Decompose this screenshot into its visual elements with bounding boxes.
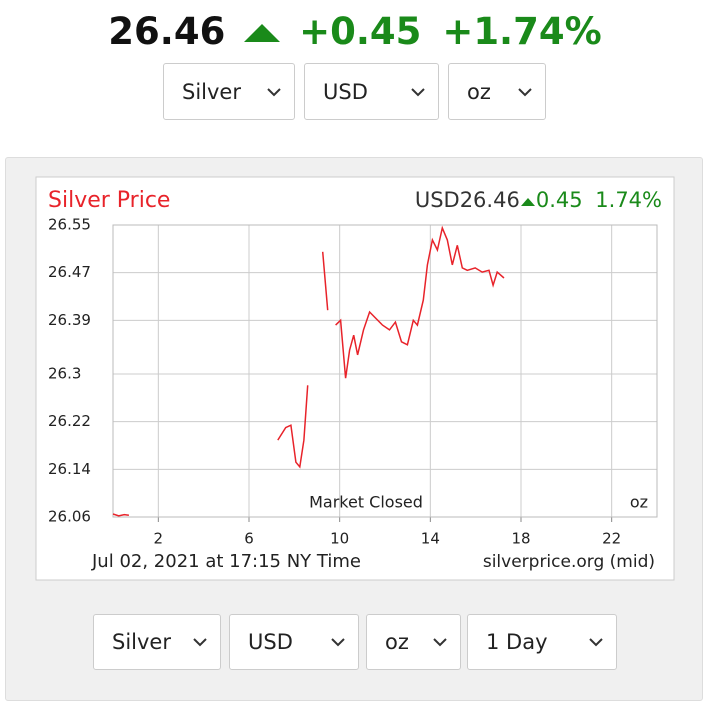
chevron	[267, 87, 281, 96]
x-tick-label: 18	[511, 530, 530, 548]
chart-box	[35, 176, 675, 581]
plot-area	[112, 224, 658, 518]
chevron	[518, 87, 532, 96]
chevron	[411, 87, 425, 96]
change-percent: +1.74%	[442, 10, 602, 53]
dropdown-label: USD	[248, 630, 293, 654]
up-arrow	[244, 24, 281, 42]
change: +0.45	[299, 10, 422, 53]
x-tick-label: 10	[330, 530, 349, 548]
dropdown[interactable]: oz	[366, 614, 461, 670]
dropdown-label: USD	[323, 79, 368, 104]
dropdown[interactable]: USD	[304, 63, 439, 120]
y-tick-label: 26.3	[48, 364, 81, 382]
annotation: Market Closed	[309, 493, 423, 512]
footer-right: silverprice.org (mid)	[483, 552, 655, 572]
y-tick-label: 26.39	[48, 311, 91, 329]
chart-title: Silver Price	[48, 188, 170, 213]
dropdown-label: oz	[385, 630, 409, 654]
price-header: 26.46 +0.45 +1.74%	[0, 10, 710, 53]
chevron	[433, 638, 447, 647]
footer-left: Jul 02, 2021 at 17:15 NY Time	[91, 551, 361, 572]
chart-price-info: USD26.46 0.45 1.74%	[415, 188, 662, 212]
chevron	[589, 638, 603, 647]
y-tick-label: 26.47	[48, 263, 91, 281]
dropdown[interactable]: USD	[229, 614, 359, 670]
y-tick-label: 26.55	[48, 216, 91, 234]
y-tick-label: 26.22	[48, 412, 91, 430]
dropdown-label: Silver	[182, 79, 241, 104]
x-tick-label: 2	[154, 530, 164, 548]
y-tick-label: 26.06	[48, 508, 91, 526]
price: 26.46	[108, 10, 226, 53]
x-tick-label: 22	[602, 530, 621, 548]
up-arrow	[520, 198, 535, 206]
change-label: 0.45	[535, 188, 583, 212]
x-tick-label: 6	[244, 530, 254, 548]
percent-label: 1.74%	[595, 188, 662, 212]
price-label: USD26.46	[414, 188, 520, 212]
dropdown-label: Silver	[112, 630, 171, 654]
chevron	[331, 638, 345, 647]
y-tick-label: 26.14	[48, 460, 91, 478]
annotation: oz	[630, 493, 648, 512]
dropdown[interactable]: Silver	[163, 63, 295, 120]
dropdown[interactable]: oz	[448, 63, 546, 120]
x-tick-label: 14	[421, 530, 440, 548]
dropdown[interactable]: Silver	[93, 614, 221, 670]
price-line	[112, 225, 505, 517]
dropdown-label: 1 Day	[486, 630, 548, 654]
dropdown-label: oz	[467, 79, 491, 104]
dropdown[interactable]: 1 Day	[467, 614, 617, 670]
chevron	[193, 638, 207, 647]
